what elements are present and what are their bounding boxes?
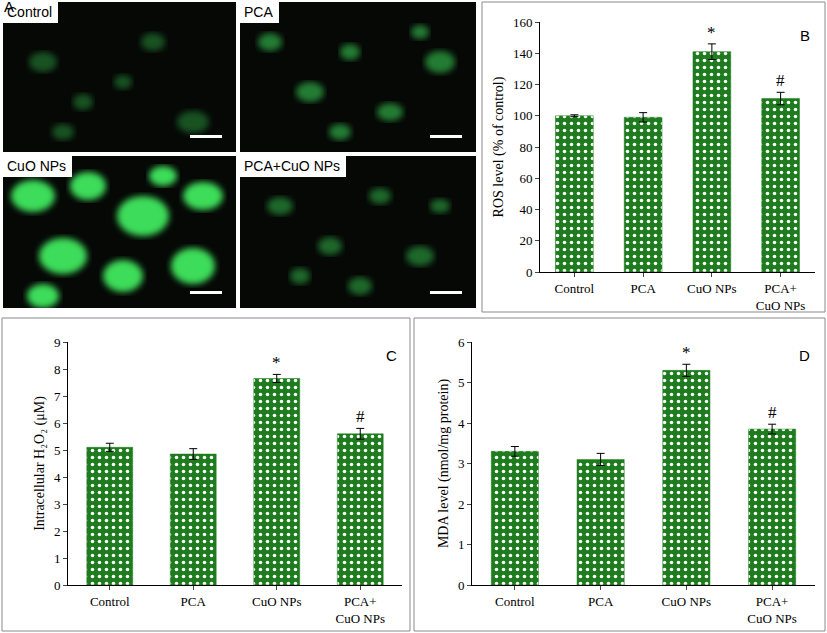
svg-text:9: 9 <box>54 335 61 350</box>
svg-text:4: 4 <box>54 470 61 485</box>
svg-text:40: 40 <box>519 202 532 217</box>
svg-text:PCA+CuO NPs: PCA+CuO NPs <box>336 594 386 626</box>
svg-text:5: 5 <box>54 443 61 458</box>
html-text:CuO NPs: CuO NPs <box>7 158 67 174</box>
svg-text:Control: Control <box>90 594 130 609</box>
svg-text:1: 1 <box>458 537 465 552</box>
svg-text:Control: Control <box>495 594 535 609</box>
svg-text:4: 4 <box>458 416 465 431</box>
svg-text:#: # <box>356 407 365 426</box>
svg-text:PCA+CuO NPs: PCA+CuO NPs <box>756 281 806 313</box>
svg-text:PCA: PCA <box>181 594 207 609</box>
svg-text:CuO NPs: CuO NPs <box>252 594 302 609</box>
svg-text:D: D <box>799 347 810 364</box>
svg-text:PCA: PCA <box>630 281 656 296</box>
svg-text:120: 120 <box>513 77 533 92</box>
svg-text:8: 8 <box>54 362 61 377</box>
svg-text:B: B <box>800 27 810 44</box>
svg-text:MDA level (nmol/mg protein): MDA level (nmol/mg protein) <box>436 379 452 548</box>
svg-text:*: * <box>272 353 281 372</box>
svg-text:#: # <box>776 71 785 90</box>
svg-text:2: 2 <box>54 524 61 539</box>
svg-text:Intracellular H₂O₂ (μM): Intracellular H₂O₂ (μM) <box>32 396 48 531</box>
svg-text:*: * <box>682 343 691 362</box>
html-text:PCA+CuO NPs: PCA+CuO NPs <box>244 158 341 174</box>
html-text:PCA: PCA <box>244 4 273 20</box>
svg-text:1: 1 <box>54 551 61 566</box>
svg-text:C: C <box>386 347 397 364</box>
svg-text:*: * <box>707 23 716 42</box>
svg-text:0: 0 <box>54 578 61 593</box>
svg-text:CuO NPs: CuO NPs <box>662 594 712 609</box>
svg-text:0: 0 <box>458 578 465 593</box>
svg-text:PCA: PCA <box>588 594 614 609</box>
svg-text:140: 140 <box>513 46 533 61</box>
svg-text:Control: Control <box>555 281 595 296</box>
svg-text:2: 2 <box>458 497 465 512</box>
svg-text:6: 6 <box>458 335 465 350</box>
svg-text:ROS level (% of control): ROS level (% of control) <box>491 76 507 217</box>
svg-text:PCA+CuO NPs: PCA+CuO NPs <box>747 594 797 626</box>
svg-text:60: 60 <box>519 171 532 186</box>
svg-text:80: 80 <box>519 140 532 155</box>
html-text:Control: Control <box>7 4 53 20</box>
svg-text:3: 3 <box>458 456 465 471</box>
svg-text:3: 3 <box>54 497 61 512</box>
svg-text:20: 20 <box>519 233 532 248</box>
svg-text:6: 6 <box>54 416 61 431</box>
svg-text:#: # <box>768 403 777 422</box>
svg-text:CuO NPs: CuO NPs <box>687 281 737 296</box>
svg-text:160: 160 <box>513 15 533 30</box>
svg-text:100: 100 <box>513 108 533 123</box>
svg-text:7: 7 <box>54 389 61 404</box>
svg-text:5: 5 <box>458 375 465 390</box>
svg-text:0: 0 <box>526 265 533 280</box>
